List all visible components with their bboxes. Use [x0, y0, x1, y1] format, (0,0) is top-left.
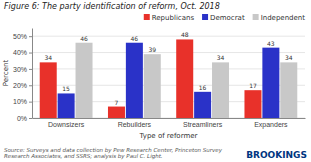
chart: Figure 6: The party identification of re…	[0, 0, 311, 162]
tick: 10%	[13, 98, 32, 105]
tick-mark	[29, 36, 32, 37]
series	[40, 39, 262, 118]
data-label: 15	[62, 85, 70, 92]
y-axis: 0% 10% 20% 30% 40% 50%	[13, 29, 33, 122]
bar	[244, 90, 261, 118]
data-label: 46	[80, 35, 88, 42]
data-label: 7	[115, 99, 119, 106]
plot: 34 7 48 17 15 46 16 43 46 39 34 34 0% 10% 20% 30% 40% 50%…	[13, 29, 306, 129]
y-axis-title: Percent	[2, 60, 10, 87]
data-label: 48	[181, 31, 189, 38]
tick: 50%	[13, 33, 32, 40]
bar	[194, 92, 211, 118]
tick-label: 10%	[13, 98, 27, 105]
x-axis-title: Type of reformer	[139, 132, 198, 140]
tick-mark	[29, 69, 32, 70]
bar	[40, 62, 57, 118]
legend-item: Democrat	[202, 14, 245, 22]
data-label: 34	[285, 54, 293, 61]
tick: 30%	[13, 66, 32, 73]
tick-label: Downsizers	[48, 121, 85, 128]
legend-swatch	[202, 14, 208, 20]
tick: 40%	[13, 49, 32, 56]
data-label: 43	[267, 40, 275, 47]
tick-mark	[29, 118, 32, 119]
legend: Republicans Democrat Independent	[144, 14, 305, 22]
tick: 0%	[17, 115, 32, 122]
title: Figure 6: The party identification of re…	[4, 2, 220, 11]
legend-swatch	[144, 14, 150, 20]
grid-line	[32, 36, 305, 37]
bar	[76, 43, 93, 118]
grid	[32, 36, 305, 118]
tick: Rebuilders	[118, 121, 152, 128]
data-label: 39	[148, 46, 156, 53]
legend-label: Democrat	[210, 14, 245, 22]
tick-label: 50%	[13, 33, 27, 40]
legend-label: Independent	[261, 14, 306, 22]
tick: Downsizers	[48, 121, 85, 128]
bar	[58, 93, 75, 118]
bars	[40, 39, 298, 118]
series	[76, 43, 298, 118]
tick-label: Expanders	[254, 121, 288, 129]
bar	[212, 62, 229, 118]
data-label: 34	[44, 54, 52, 61]
series	[58, 43, 280, 118]
source-note: Source: Surveys and data collection by P…	[4, 147, 223, 161]
bar	[126, 43, 143, 118]
tick: Streamliners	[183, 121, 223, 128]
tick-label: Rebuilders	[118, 121, 152, 128]
bar	[108, 107, 125, 118]
legend-item: Republicans	[144, 14, 195, 22]
tick: 20%	[13, 82, 32, 89]
tick-label: 0%	[17, 115, 27, 122]
bar	[176, 39, 193, 118]
data-label: 34	[217, 54, 225, 61]
axis-line	[33, 118, 306, 119]
data-label: 16	[199, 84, 207, 91]
bar	[144, 54, 161, 118]
tick-label: Streamliners	[183, 121, 223, 128]
tick-mark	[29, 85, 32, 86]
brand-note: BROOKINGS	[246, 150, 307, 160]
data-labels: 34 7 48 17 15 46 16 43 46 39 34 34	[44, 31, 292, 105]
data-label: 17	[249, 82, 257, 89]
axis-line	[32, 29, 33, 119]
tick: Expanders	[254, 121, 288, 129]
data-label: 46	[131, 35, 139, 42]
tick-mark	[29, 53, 32, 54]
bar	[262, 48, 279, 118]
legend-swatch	[253, 14, 259, 20]
tick-label: 30%	[13, 66, 27, 73]
legend-label: Republicans	[152, 14, 195, 22]
x-axis: Downsizers Rebuilders Streamliners Expander…	[33, 119, 306, 129]
bar	[280, 62, 297, 118]
tick-label: 20%	[13, 82, 27, 89]
tick-mark	[29, 102, 32, 103]
legend-item: Independent	[253, 14, 306, 22]
tick-label: 40%	[13, 49, 27, 56]
